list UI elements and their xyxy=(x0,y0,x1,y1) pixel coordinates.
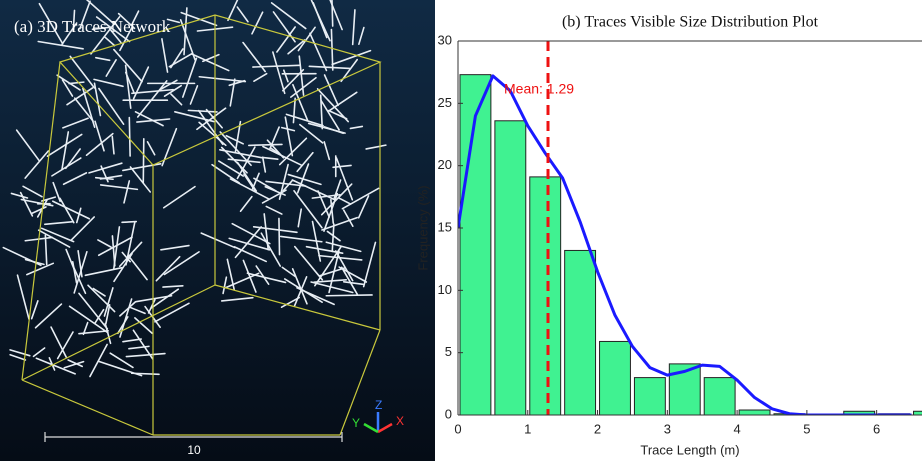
bar xyxy=(460,75,491,415)
x-tick-label: 2 xyxy=(594,421,601,436)
scale-label: 10 xyxy=(187,443,201,457)
y-tick-label: 10 xyxy=(438,282,452,297)
page: {"panel_a": {"title": "(a) 3D Traces Net… xyxy=(0,0,922,461)
axis-y-label: Y xyxy=(352,416,360,430)
chart-title: (b) Traces Visible Size Distribution Plo… xyxy=(562,14,819,31)
bar xyxy=(565,250,596,415)
x-tick-label: 5 xyxy=(803,421,810,436)
trace xyxy=(249,144,282,145)
bar xyxy=(634,378,665,415)
y-tick-label: 5 xyxy=(445,344,452,359)
histogram-plot: Mean: 1.29 0 5 10 15 20 25 30 0 1 2 3 4 5 6 xyxy=(438,32,922,436)
render-background xyxy=(0,0,435,461)
x-tick-label: 6 xyxy=(873,421,880,436)
axis-z-label: Z xyxy=(375,398,382,412)
x-tick-label: 0 xyxy=(454,421,461,436)
trace xyxy=(326,295,372,296)
mean-label: Mean: 1.29 xyxy=(504,81,574,97)
bar xyxy=(914,411,922,415)
panel-a-title: (a) 3D Traces Network xyxy=(14,17,171,36)
y-tick-label: 15 xyxy=(438,219,452,234)
x-tick-label: 3 xyxy=(664,421,671,436)
y-tick-label: 25 xyxy=(438,95,452,110)
x-tick-label: 4 xyxy=(733,421,740,436)
trace xyxy=(129,117,130,155)
axis-x-label: X xyxy=(396,414,404,428)
trace xyxy=(122,222,136,223)
bar xyxy=(739,410,770,415)
bar xyxy=(530,177,561,415)
bar xyxy=(704,378,735,415)
bar xyxy=(600,341,631,415)
trace xyxy=(279,218,280,254)
y-axis-label: Frequency (%) xyxy=(415,185,430,270)
trace xyxy=(143,139,144,183)
y-tick-label: 20 xyxy=(438,157,452,172)
figure: (a) 3D Traces Network 10 X Y Z Mean: 1.2… xyxy=(0,0,922,461)
bar xyxy=(495,121,526,415)
plot-area xyxy=(458,41,922,415)
x-tick-label: 1 xyxy=(524,421,531,436)
y-tick-label: 30 xyxy=(438,32,452,47)
y-tick-label: 0 xyxy=(445,406,452,421)
x-axis-label: Trace Length (m) xyxy=(640,442,739,457)
